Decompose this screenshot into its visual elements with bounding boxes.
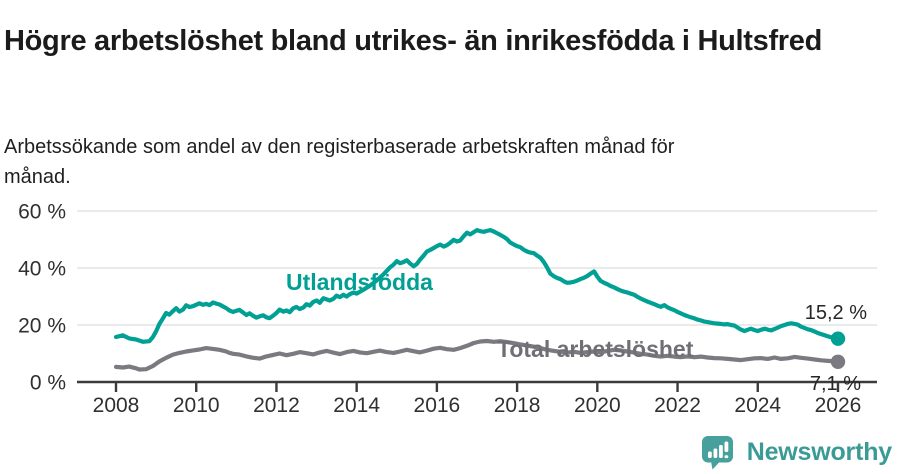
x-tick-label: 2018: [494, 394, 541, 417]
y-tick-label: 20 %: [18, 315, 66, 338]
x-tick-label: 2026: [815, 394, 862, 417]
x-tick-label: 2010: [173, 394, 220, 417]
page-subtitle: Arbetssökande som andel av den registerb…: [4, 136, 675, 188]
x-tick-label: 2012: [253, 394, 300, 417]
series-end-dot-0: [830, 331, 846, 346]
series-end-value-1: 7,1 %: [810, 373, 861, 395]
series-line-1: [113, 338, 841, 372]
x-tick-label: 2020: [574, 394, 621, 417]
newsworthy-branding: Newsworthy: [701, 435, 892, 470]
newsworthy-wordmark: Newsworthy: [746, 438, 892, 466]
x-tick-label: 2016: [414, 394, 461, 417]
x-tick-label: 2024: [734, 394, 781, 417]
series-end-dot-1: [830, 354, 846, 369]
y-tick-label: 60 %: [18, 201, 66, 224]
x-tick-label: 2008: [93, 394, 140, 417]
y-tick-label: 40 %: [18, 258, 66, 281]
series-label-1: Total arbetslöshet: [497, 336, 694, 362]
y-tick-label: 0 %: [30, 372, 66, 395]
newsworthy-speech-bubble-bar-chart-icon: [701, 436, 733, 470]
series-end-value-0: 15,2 %: [805, 302, 867, 324]
x-tick-label: 2014: [333, 394, 380, 417]
page-title: Högre arbetslöshet bland utrikes- än inr…: [4, 25, 823, 58]
series-label-0: Utlandsfödda: [286, 269, 433, 295]
series-line-0: [113, 228, 841, 344]
x-tick-label: 2022: [654, 394, 701, 417]
